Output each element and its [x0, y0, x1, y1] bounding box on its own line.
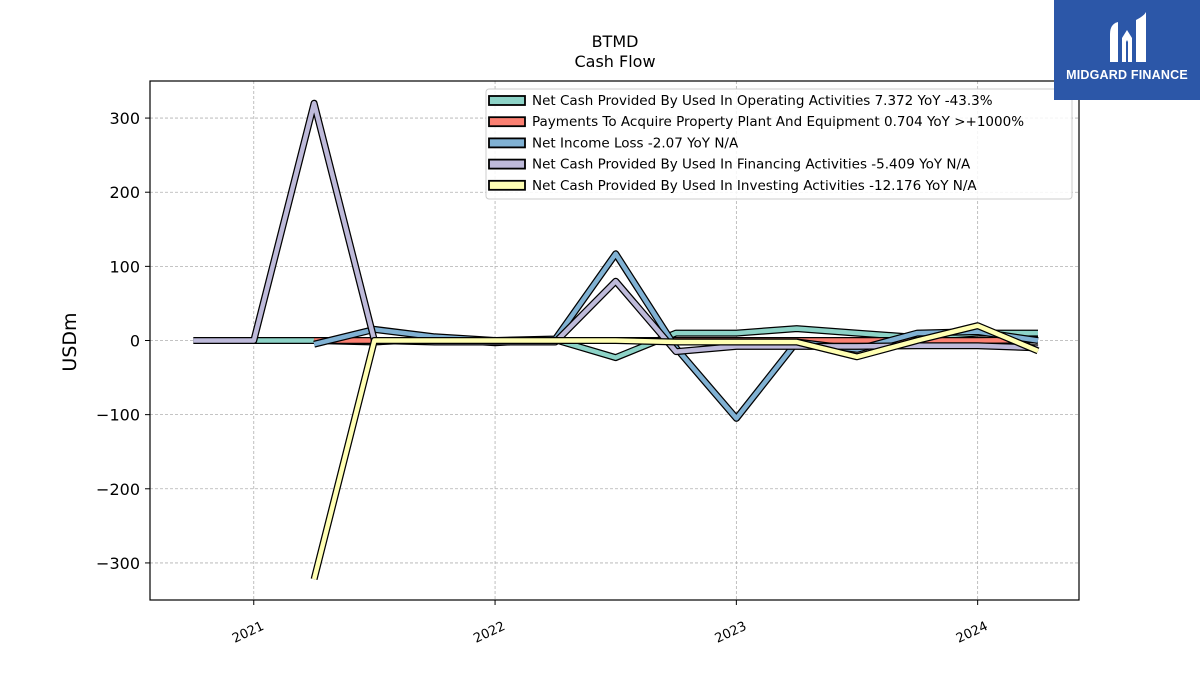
- y-tick-label: 300: [109, 109, 140, 128]
- y-axis-label: USDm: [59, 312, 81, 371]
- legend-swatch: [488, 137, 526, 149]
- legend-box: [485, 88, 1073, 200]
- x-axis: 2021 2022 2023 2024: [230, 600, 990, 647]
- legend-swatch: [488, 158, 526, 170]
- x-tick-label: 2023: [713, 619, 749, 647]
- y-tick-label: −100: [96, 406, 140, 425]
- legend-label: Net Cash Provided By Used In Investing A…: [532, 178, 977, 194]
- logo-mark-icon: [1110, 12, 1146, 62]
- x-tick-label: 2022: [471, 619, 507, 647]
- legend-label: Net Cash Provided By Used In Operating A…: [532, 93, 993, 109]
- y-tick-label: 0: [130, 332, 140, 351]
- legend-item: Payments To Acquire Property Plant And E…: [488, 114, 1024, 130]
- legend-swatch: [488, 116, 526, 128]
- y-tick-label: −300: [96, 554, 140, 573]
- x-tick-label: 2021: [230, 619, 266, 647]
- chart-title: BTMD: [591, 32, 639, 51]
- x-tick-label: 2024: [954, 619, 990, 647]
- legend-swatch: [488, 179, 526, 191]
- legend-label: Net Cash Provided By Used In Financing A…: [532, 157, 971, 173]
- midgard-finance-logo: MIDGARD FINANCE: [1054, 0, 1200, 100]
- y-tick-label: 100: [109, 257, 140, 276]
- legend-label: Payments To Acquire Property Plant And E…: [532, 114, 1024, 130]
- y-tick-label: −200: [96, 480, 140, 499]
- series-line: [310, 322, 1040, 581]
- legend: Net Cash Provided By Used In Operating A…: [485, 88, 1073, 200]
- chart-subtitle: Cash Flow: [574, 52, 656, 71]
- legend-item: Net Cash Provided By Used In Investing A…: [488, 178, 977, 194]
- legend-label: Net Income Loss -2.07 YoY N/A: [532, 135, 739, 151]
- legend-item: Net Cash Provided By Used In Financing A…: [488, 157, 971, 173]
- legend-item: Net Cash Provided By Used In Operating A…: [488, 93, 993, 109]
- y-tick-label: 200: [109, 183, 140, 202]
- legend-item: Net Income Loss -2.07 YoY N/A: [488, 135, 739, 151]
- series-lines: [193, 99, 1040, 581]
- legend-swatch: [488, 95, 526, 106]
- logo-text: MIDGARD FINANCE: [1066, 68, 1188, 82]
- series-outline: [310, 322, 1040, 581]
- series-stroke: [311, 323, 1039, 580]
- y-axis: 300 200 100 0 −100 −200 −300: [96, 109, 150, 573]
